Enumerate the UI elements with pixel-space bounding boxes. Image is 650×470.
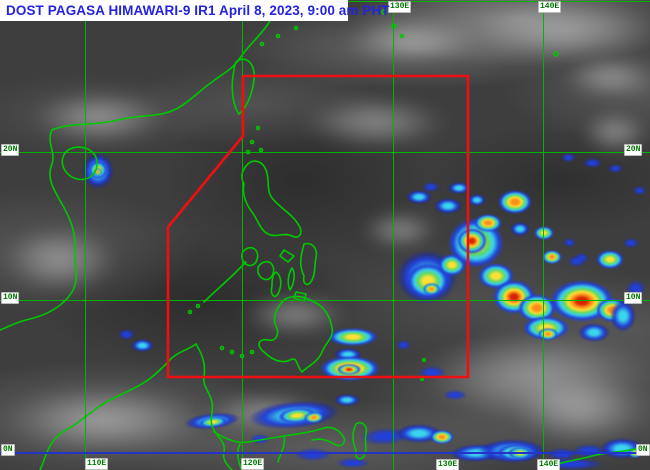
cloud-cell — [468, 194, 486, 206]
cloud-cell — [396, 340, 411, 350]
coord-label-0N: 0N — [636, 444, 650, 456]
cloud-cell — [118, 329, 135, 340]
cloud-cell — [430, 430, 454, 444]
cloud-cell — [294, 448, 332, 461]
cloud-cell — [457, 228, 487, 254]
island-palawan — [203, 261, 247, 303]
coord-label-110E: 110E — [85, 458, 109, 470]
cloud-cell — [560, 55, 650, 99]
coord-label-0N: 0N — [1, 444, 15, 456]
grid-parallel-10N — [0, 300, 650, 301]
cloud-cell — [633, 186, 646, 195]
grid-parallel-20N — [0, 152, 650, 153]
coord-label-10N: 10N — [624, 292, 643, 304]
grid-meridian-140E — [543, 0, 544, 470]
island-panay — [257, 260, 275, 281]
cloud-cell — [360, 210, 440, 250]
cloud-cell — [443, 390, 467, 400]
island-samar-leyte — [299, 242, 318, 286]
cloud-cell — [0, 385, 210, 455]
cloud-cell — [583, 158, 602, 168]
island-taiwan — [231, 58, 256, 115]
island-halmahera — [352, 421, 368, 460]
cloud-cell — [498, 190, 532, 214]
island-cebu — [287, 267, 295, 291]
title-bar: DOST PAGASA HIMAWARI-9 IR1 April 8, 2023… — [0, 0, 390, 21]
island-mindanao — [258, 295, 334, 373]
coord-label-130E: 130E — [436, 459, 460, 470]
coord-label-10N: 10N — [1, 292, 20, 304]
cloud-cell — [328, 328, 378, 346]
cloud-cell — [623, 238, 639, 248]
cloud-cell — [406, 190, 432, 204]
cloud-cell — [610, 300, 636, 332]
island-luzon — [241, 160, 302, 238]
cloud-cell — [131, 339, 154, 352]
island-hainan — [61, 146, 98, 181]
cloud-cell — [340, 18, 480, 64]
cloud-cell — [434, 198, 462, 214]
grid-meridian-130E — [393, 0, 394, 470]
cloud-cell — [578, 323, 610, 342]
cloud-cell — [510, 375, 650, 445]
grid-meridian-120E — [242, 0, 243, 470]
coord-label-140E: 140E — [537, 459, 561, 470]
cloud-cell — [534, 226, 554, 240]
coastline-sulawesi-north — [213, 426, 346, 447]
cloud-cell — [561, 153, 576, 162]
island-masbate — [279, 249, 295, 263]
coord-label-20N: 20N — [1, 144, 20, 156]
coord-label-120E: 120E — [241, 458, 265, 470]
cloud-cell — [423, 283, 440, 295]
cloud-cell — [94, 168, 102, 176]
cloud-cell — [568, 256, 585, 267]
cloud-cell — [563, 238, 576, 247]
cloud-cell — [300, 95, 450, 150]
grid-equator-line — [0, 452, 650, 454]
cloud-cell — [334, 394, 360, 406]
cloud-cell — [336, 458, 370, 468]
palawan-dots — [187, 303, 201, 315]
par-boundary-polygon — [166, 74, 470, 379]
island-mindoro — [241, 246, 259, 267]
title-text: DOST PAGASA HIMAWARI-9 IR1 April 8, 2023… — [6, 3, 390, 18]
grid-meridian-110E — [85, 0, 86, 470]
cloud-cell — [337, 364, 361, 375]
cloud-cell — [546, 448, 578, 460]
cloud-cell — [596, 250, 624, 269]
cloud-cell — [250, 434, 270, 444]
cloud-cell — [30, 90, 170, 145]
island-negros — [270, 271, 282, 298]
coord-label-130E: 130E — [388, 1, 412, 13]
cloud-cell — [608, 164, 623, 173]
cloud-cell — [510, 222, 530, 236]
cloud-cell — [422, 182, 440, 192]
coord-label-140E: 140E — [538, 1, 562, 13]
coastline-vietnam — [0, 129, 78, 331]
coastline-china — [51, 0, 289, 131]
cloud-cell — [448, 182, 470, 194]
cloud-cell — [542, 250, 562, 264]
cloud-cell — [474, 214, 502, 232]
cloud-cell — [0, 225, 120, 295]
coord-label-20N: 20N — [624, 144, 643, 156]
